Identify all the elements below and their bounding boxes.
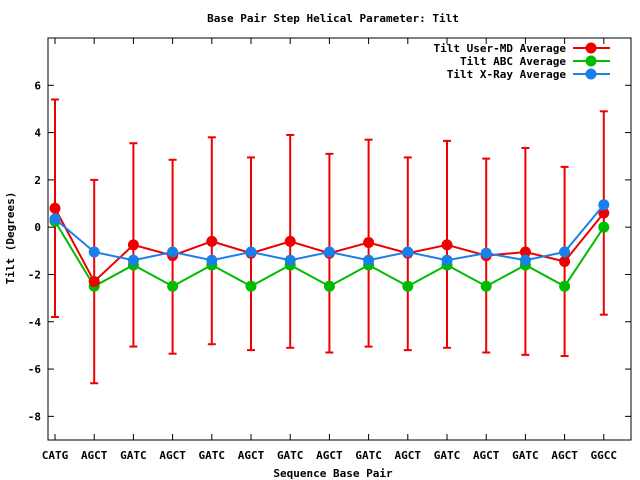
series-point — [127, 239, 139, 251]
series-point — [127, 254, 139, 266]
series-point — [284, 254, 296, 266]
series-point — [519, 246, 531, 258]
y-axis-label: Tilt (Degrees) — [4, 192, 17, 285]
plot-frame — [47, 37, 632, 441]
y-tick-label: 4 — [34, 127, 41, 140]
series-point — [245, 280, 257, 292]
legend-label: Tilt ABC Average — [460, 55, 566, 68]
series-point — [598, 207, 610, 219]
x-tick-label: GATC — [277, 449, 304, 462]
series-point — [206, 235, 218, 247]
chart-title: Base Pair Step Helical Parameter: Tilt — [207, 12, 459, 25]
series-point — [480, 247, 492, 259]
series-point — [167, 246, 179, 258]
x-tick-label: AGCT — [238, 449, 265, 462]
series-point — [441, 254, 453, 266]
series-point — [402, 246, 414, 258]
legend-label: Tilt X-Ray Average — [447, 68, 567, 81]
y-axis: -8 -6 -4 -2 0 2 4 6 — [28, 79, 631, 423]
series-point — [323, 246, 335, 258]
legend-swatch-marker — [585, 42, 597, 54]
series-point — [88, 246, 100, 258]
series-point — [284, 235, 296, 247]
series-point — [245, 246, 257, 258]
series-point — [363, 254, 375, 266]
y-tick-label: 2 — [34, 174, 41, 187]
x-tick-label: GATC — [199, 449, 226, 462]
series-point — [88, 276, 100, 288]
legend-swatch-marker — [585, 55, 597, 67]
x-tick-label: AGCT — [316, 449, 343, 462]
x-tick-label: GATC — [355, 449, 382, 462]
x-tick-label: AGCT — [551, 449, 578, 462]
series-point — [167, 280, 179, 292]
plot-area — [47, 37, 632, 441]
y-tick-label: -2 — [28, 268, 41, 281]
series-point — [598, 199, 610, 211]
series-point — [559, 255, 571, 267]
y-tick-label: -6 — [28, 363, 42, 376]
series-point — [559, 280, 571, 292]
x-axis: CATG AGCT GATC AGCT GATC AGCT GATC AGCT GATC AGCT… — [42, 38, 617, 462]
x-tick-label: GATC — [120, 449, 147, 462]
x-tick-label: AGCT — [473, 449, 500, 462]
legend-label: Tilt User-MD Average — [434, 42, 567, 55]
series-point — [519, 254, 531, 266]
y-tick-label: 6 — [34, 79, 41, 92]
series-point — [598, 221, 610, 233]
series-layer — [49, 199, 610, 292]
x-axis-label: Sequence Base Pair — [273, 467, 393, 480]
x-tick-label: AGCT — [159, 449, 186, 462]
series-point — [49, 202, 61, 214]
series-point — [559, 246, 571, 258]
y-tick-label: -8 — [28, 410, 41, 423]
y-tick-label: -4 — [28, 316, 42, 329]
series-point — [206, 254, 218, 266]
legend-swatch-marker — [585, 68, 597, 80]
series-point — [363, 237, 375, 249]
series-point — [323, 280, 335, 292]
x-tick-label: AGCT — [395, 449, 422, 462]
x-tick-label: GATC — [434, 449, 461, 462]
series-point — [402, 280, 414, 292]
series-point — [49, 213, 61, 225]
series-point — [441, 239, 453, 251]
x-tick-label: AGCT — [81, 449, 108, 462]
x-tick-label: CATG — [42, 449, 69, 462]
y-tick-label: 0 — [34, 221, 41, 234]
x-tick-label: GGCC — [591, 449, 618, 462]
x-tick-label: GATC — [512, 449, 539, 462]
series-point — [480, 280, 492, 292]
